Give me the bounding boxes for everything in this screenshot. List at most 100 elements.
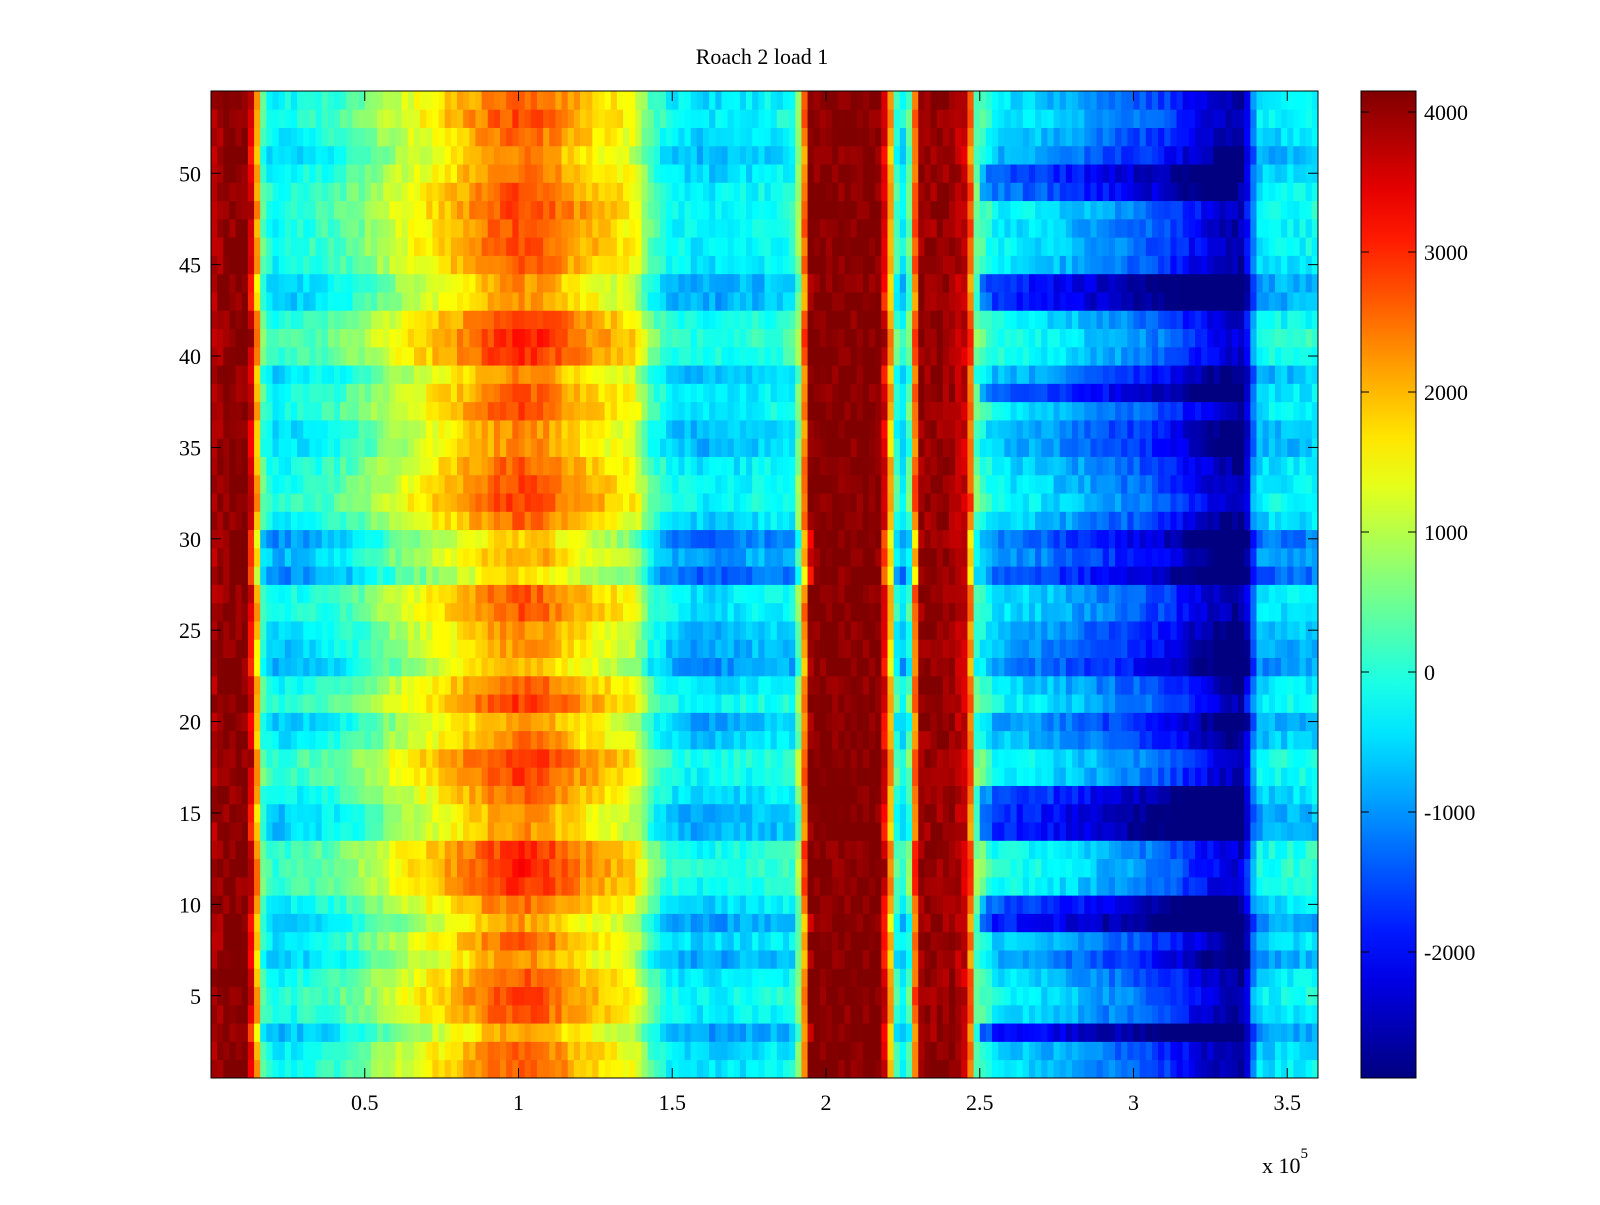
heatmap-cell	[1096, 602, 1104, 622]
heatmap-cell	[377, 767, 384, 786]
heatmap-cell	[229, 1004, 236, 1024]
heatmap-cell	[1145, 858, 1153, 878]
heatmap-cell	[930, 621, 938, 640]
heatmap-cell	[549, 639, 556, 659]
heatmap-cell	[1250, 1004, 1257, 1024]
heatmap-cell	[463, 675, 470, 695]
heatmap-cell	[1108, 730, 1116, 750]
heatmap-cell	[524, 785, 532, 805]
heatmap-cell	[450, 584, 458, 604]
heatmap-cell	[1201, 785, 1208, 805]
heatmap-cell	[315, 1004, 323, 1024]
heatmap-cell	[327, 1023, 335, 1042]
heatmap-cell	[826, 822, 833, 841]
heatmap-cell	[395, 913, 403, 933]
heatmap-cell	[807, 895, 815, 914]
heatmap-cell	[592, 584, 599, 604]
heatmap-cell	[272, 931, 280, 951]
heatmap-cell	[438, 895, 446, 914]
heatmap-cell	[327, 895, 335, 914]
heatmap-cell	[1151, 1059, 1159, 1079]
heatmap-cell	[1250, 968, 1257, 988]
heatmap-cell	[776, 858, 784, 878]
heatmap-cell	[457, 840, 464, 860]
heatmap-cell	[561, 895, 569, 914]
heatmap-cell	[315, 1041, 323, 1061]
heatmap-cell	[346, 1041, 353, 1061]
heatmap-cell	[487, 913, 495, 933]
heatmap-cell	[905, 639, 913, 659]
heatmap-cell	[709, 730, 716, 750]
heatmap-cell	[629, 602, 636, 622]
heatmap-cell	[973, 767, 981, 786]
heatmap-cell	[1207, 1023, 1214, 1042]
heatmap-cell	[709, 986, 716, 1006]
heatmap-cell	[678, 749, 685, 768]
heatmap-cell	[247, 749, 255, 768]
heatmap-cell	[266, 858, 273, 878]
heatmap-cell	[266, 602, 273, 622]
heatmap-cell	[1127, 986, 1134, 1006]
heatmap-cell	[826, 840, 833, 860]
heatmap-cell	[979, 840, 987, 860]
heatmap-cell	[340, 858, 347, 878]
heatmap-cell	[506, 712, 513, 732]
heatmap-cell	[1213, 913, 1220, 933]
heatmap-cell	[838, 657, 845, 677]
heatmap-cell	[1096, 639, 1104, 659]
heatmap-cell	[592, 913, 599, 933]
heatmap-cell	[457, 913, 464, 933]
heatmap-cell	[561, 730, 569, 750]
heatmap-cell	[598, 566, 605, 585]
heatmap-cell	[721, 621, 728, 640]
heatmap-cell	[1115, 675, 1122, 695]
heatmap-cell	[1293, 639, 1300, 659]
heatmap-cell	[629, 895, 636, 914]
heatmap-cell	[1305, 1023, 1313, 1042]
heatmap-cell	[469, 968, 476, 988]
heatmap-cell	[297, 730, 304, 750]
heatmap-cell	[211, 968, 218, 988]
heatmap-cell	[407, 621, 415, 640]
heatmap-cell	[543, 1059, 550, 1079]
heatmap-cell	[1121, 694, 1128, 713]
heatmap-cell	[426, 675, 433, 695]
heatmap-cell	[217, 675, 224, 695]
heatmap-cell	[979, 749, 987, 768]
heatmap-cell	[358, 1059, 366, 1079]
heatmap-cell	[1004, 950, 1011, 969]
heatmap-cell	[475, 730, 482, 750]
heatmap-cell	[444, 602, 452, 622]
heatmap-cell	[629, 584, 636, 604]
heatmap-cell	[1133, 657, 1141, 677]
heatmap-cell	[961, 1004, 968, 1024]
heatmap-cell	[377, 803, 384, 823]
heatmap-cell	[1145, 876, 1153, 896]
heatmap-cell	[1305, 1041, 1313, 1061]
heatmap-cell	[1299, 730, 1307, 750]
heatmap-cell	[998, 657, 1005, 677]
heatmap-cell	[623, 858, 630, 878]
heatmap-cell	[789, 584, 796, 604]
heatmap-cell	[463, 858, 470, 878]
heatmap-cell	[1096, 803, 1104, 823]
heatmap-cell	[241, 749, 249, 768]
heatmap-cell	[217, 840, 224, 860]
heatmap-cell	[524, 895, 532, 914]
heatmap-cell	[1047, 986, 1054, 1006]
heatmap-cell	[610, 767, 618, 786]
heatmap-cell	[561, 694, 569, 713]
heatmap-cell	[580, 986, 587, 1006]
heatmap-cell	[475, 584, 482, 604]
heatmap-cell	[819, 840, 827, 860]
heatmap-cell	[1207, 950, 1214, 969]
heatmap-cell	[1274, 968, 1282, 988]
heatmap-cell	[1287, 767, 1294, 786]
heatmap-cell	[936, 566, 944, 585]
heatmap-cell	[592, 694, 599, 713]
heatmap-cell	[438, 1041, 446, 1061]
heatmap-cell	[1244, 986, 1251, 1006]
heatmap-cell	[278, 986, 286, 1006]
heatmap-cell	[616, 858, 624, 878]
heatmap-cell	[973, 694, 981, 713]
